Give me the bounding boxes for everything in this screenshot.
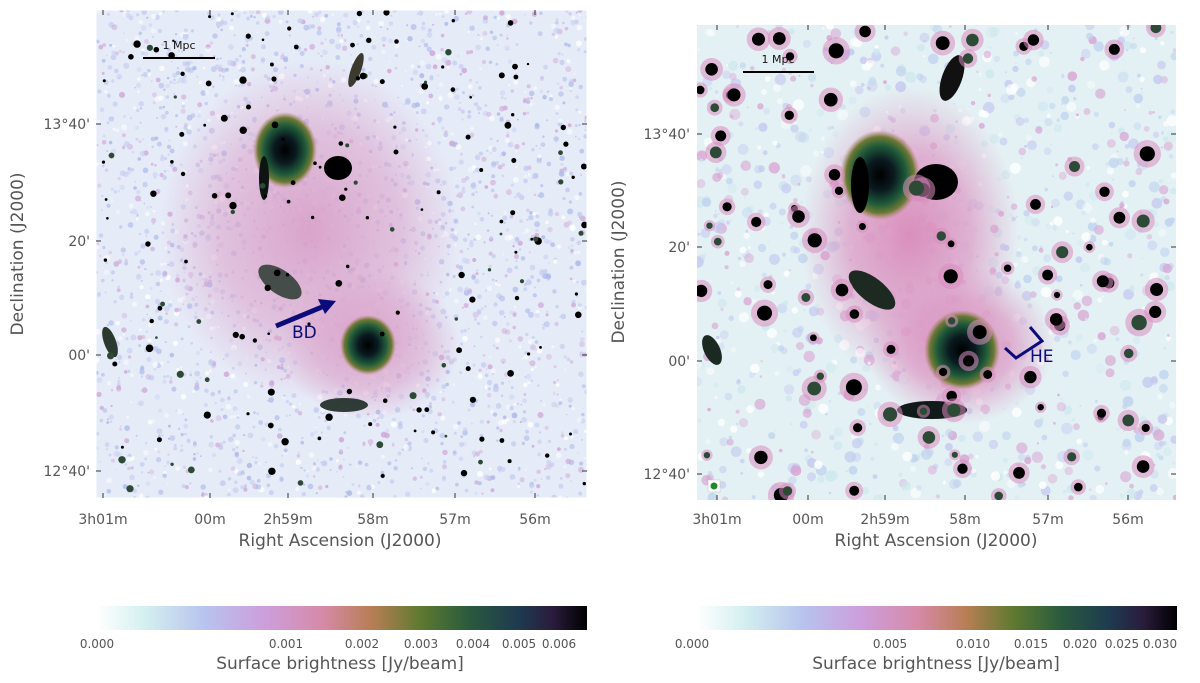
left-y-tick-labels: 13°40' 20' 00' 12°40' xyxy=(44,117,90,480)
left-y-tick: 12°40' xyxy=(44,464,90,480)
left-cb-tick: 0.004 xyxy=(456,637,490,651)
left-x-axis-label: Right Ascension (J2000) xyxy=(239,531,442,551)
left-y-tick: 00' xyxy=(68,348,90,364)
right-y-tick: 00' xyxy=(668,354,690,370)
right-cb-tick: 0.000 xyxy=(675,637,709,651)
left-x-tick: 58m xyxy=(357,512,388,528)
right-x-tick: 3h01m xyxy=(692,512,741,528)
beam-icon xyxy=(710,482,718,490)
left-x-tick: 57m xyxy=(439,512,470,528)
left-colorbar-ticks: 0.000 0.001 0.002 0.003 0.004 0.005 0.00… xyxy=(80,637,576,651)
right-x-tick: 56m xyxy=(1112,512,1143,528)
right-x-axis-label: Right Ascension (J2000) xyxy=(835,531,1038,551)
right-y-tick: 12°40' xyxy=(644,467,690,483)
he-annotation: HE xyxy=(1030,347,1054,367)
left-y-axis-label: Declination (J2000) xyxy=(8,172,28,335)
right-cb-tick: 0.015 xyxy=(1014,637,1048,651)
right-panel: 1 Mpc HE 3h01m 00m 2h59m 58m 57m 56m 13°… xyxy=(609,25,1177,674)
left-cb-tick: 0.002 xyxy=(345,637,379,651)
right-y-tick: 13°40' xyxy=(644,127,690,143)
left-cb-tick: 0.003 xyxy=(404,637,438,651)
left-x-tick: 3h01m xyxy=(78,512,127,528)
right-y-tick: 20' xyxy=(668,240,690,256)
right-cb-tick: 0.005 xyxy=(873,637,907,651)
left-cb-tick: 0.005 xyxy=(502,637,536,651)
left-cb-tick: 0.006 xyxy=(542,637,576,651)
bd-arrow-icon xyxy=(275,299,336,329)
right-cb-tick: 0.025 xyxy=(1105,637,1139,651)
right-x-tick: 00m xyxy=(792,512,823,528)
right-colorbar-ticks: 0.000 0.005 0.010 0.015 0.020 0.025 0.03… xyxy=(675,637,1177,651)
left-y-tick: 20' xyxy=(68,234,90,250)
right-colorbar xyxy=(697,606,1177,630)
right-y-tick-labels: 13°40' 20' 00' 12°40' xyxy=(644,127,690,483)
left-radio-image xyxy=(96,10,587,498)
right-scale-label: 1 Mpc xyxy=(761,53,794,66)
right-radio-image xyxy=(697,25,1176,500)
right-cb-tick: 0.010 xyxy=(956,637,990,651)
right-x-tick: 57m xyxy=(1032,512,1063,528)
left-cb-tick: 0.001 xyxy=(269,637,303,651)
right-cb-tick: 0.020 xyxy=(1063,637,1097,651)
left-panel: 1 Mpc BD 3h01m 00m 2h59m 58m 57m 56m 13°… xyxy=(8,9,588,674)
left-y-tick: 13°40' xyxy=(44,117,90,133)
right-y-axis-label: Declination (J2000) xyxy=(609,180,629,343)
left-cb-tick: 0.000 xyxy=(80,637,114,651)
bd-annotation: BD xyxy=(292,323,317,343)
left-colorbar-label: Surface brightness [Jy/beam] xyxy=(216,654,464,674)
he-bracket-icon xyxy=(1003,326,1045,360)
left-x-tick-labels: 3h01m 00m 2h59m 58m 57m 56m xyxy=(78,512,550,528)
left-x-tick: 56m xyxy=(519,512,550,528)
left-x-tick: 00m xyxy=(194,512,225,528)
right-x-tick: 2h59m xyxy=(860,512,909,528)
right-x-tick: 58m xyxy=(949,512,980,528)
left-colorbar xyxy=(97,606,587,630)
right-x-tick-labels: 3h01m 00m 2h59m 58m 57m 56m xyxy=(692,512,1143,528)
left-x-tick: 2h59m xyxy=(263,512,312,528)
right-colorbar-label: Surface brightness [Jy/beam] xyxy=(812,654,1060,674)
right-cb-tick: 0.030 xyxy=(1143,637,1177,651)
left-scale-label: 1 Mpc xyxy=(162,39,195,52)
